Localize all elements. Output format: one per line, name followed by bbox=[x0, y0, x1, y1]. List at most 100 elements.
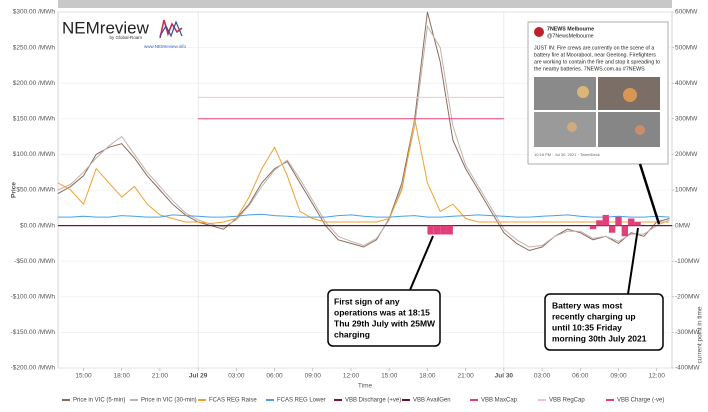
tweet-line: the nearby batteries. 7NEWS.com.au #7NEW… bbox=[534, 66, 645, 72]
x-tick-label: 15:00 bbox=[381, 373, 398, 380]
y-tick-label: $250.00 /MWh bbox=[13, 44, 56, 51]
y-tick-label: -$200.00 /MWh bbox=[11, 365, 56, 372]
y2-tick-label: -200MW bbox=[675, 294, 700, 301]
x-axis-label: Time bbox=[358, 383, 373, 390]
annotation-line: morning 30th July 2021 bbox=[552, 333, 647, 343]
x-tick-label: 03:00 bbox=[534, 373, 551, 380]
axes: $300.00 /MWh $250.00 /MWh $200.00 /MWh $150… bbox=[11, 9, 701, 380]
series-bar bbox=[615, 216, 622, 226]
logo-name: NEMreview bbox=[62, 18, 150, 37]
timeline-scroller[interactable] bbox=[58, 0, 672, 8]
y-tick-label: -$100.00 /MWh bbox=[11, 294, 56, 301]
annotation-line: Thu 29th July with 25MW bbox=[334, 318, 436, 328]
x-tick-label: 21:00 bbox=[152, 373, 169, 380]
x-tick-label: 18:00 bbox=[419, 373, 436, 380]
series-bar bbox=[589, 225, 597, 230]
x-tick-label: Jul 30 bbox=[495, 373, 514, 380]
logo-glyph bbox=[159, 19, 183, 39]
y-tick-label: -$50.00 /MWh bbox=[14, 258, 55, 265]
annotation-arrow bbox=[627, 227, 639, 295]
x-tick-label: 18:00 bbox=[114, 373, 131, 380]
tweet-photo bbox=[534, 112, 596, 147]
series-bar bbox=[427, 225, 434, 235]
tweet-photo bbox=[598, 112, 660, 147]
tweet-photo-fire bbox=[577, 86, 589, 98]
x-tick-label: 03:00 bbox=[228, 373, 245, 380]
y2-tick-label: 200MW bbox=[675, 151, 698, 158]
y2-tick-label: -300MW bbox=[675, 329, 700, 336]
y-tick-label: $100.00 /MWh bbox=[13, 151, 56, 158]
y2-tick-label: 0MW bbox=[675, 222, 691, 229]
annotation-box bbox=[544, 293, 664, 351]
annotation-1: First sign of any operations was at 18:1… bbox=[327, 235, 441, 347]
annotation-line: operations was at 18:15 bbox=[334, 307, 430, 317]
series-bar bbox=[628, 218, 635, 226]
annotation-line: First sign of any bbox=[334, 296, 400, 306]
series-line bbox=[57, 11, 670, 252]
annotation-box bbox=[327, 289, 441, 347]
y2-tick-label: 500MW bbox=[675, 44, 698, 51]
tweet-photo-fire bbox=[567, 122, 577, 132]
series-bar bbox=[446, 225, 453, 235]
legend-label: Price in VIC (30-min) bbox=[141, 398, 197, 404]
y-axis-label: Price bbox=[11, 182, 18, 198]
y2-tick-label: -400MW bbox=[675, 365, 700, 372]
logo-by: by Global-Roam bbox=[109, 35, 142, 40]
y2-tick-label: 100MW bbox=[675, 187, 698, 194]
annotation-arrow bbox=[409, 235, 434, 291]
logo-glyph bbox=[159, 20, 183, 38]
x-tick-label: 09:00 bbox=[610, 373, 627, 380]
y2-tick-label: 300MW bbox=[675, 116, 698, 123]
series-bar bbox=[596, 220, 603, 226]
annotation-line: until 10:35 Friday bbox=[552, 322, 622, 332]
tweet-avatar bbox=[534, 27, 544, 37]
legend: Price in VIC (5-min) Price in VIC (30-min… bbox=[62, 398, 664, 404]
x-tick-label: 12:00 bbox=[343, 373, 360, 380]
y-tick-label: $200.00 /MWh bbox=[13, 80, 56, 87]
legend-label: VBB AvailGen bbox=[413, 398, 451, 404]
x-tick-label: 06:00 bbox=[572, 373, 589, 380]
tweet-account: 7NEWS Melbourne bbox=[547, 26, 594, 32]
tweet-photo-fire bbox=[623, 88, 637, 102]
legend-label: VBB MaxCap bbox=[481, 398, 518, 404]
legend-label: VBB RegCap bbox=[549, 398, 585, 404]
y-tick-label: $0.00 /MWh bbox=[20, 222, 55, 229]
tweet: 7NEWS Melbourne @7NewsMelbourne JUST IN:… bbox=[527, 21, 669, 165]
legend-label: FCAS REG Raise bbox=[209, 398, 257, 404]
x-tick-label: Jul 29 bbox=[189, 373, 208, 380]
tweet-photo-fire bbox=[635, 125, 645, 135]
series-bar bbox=[440, 225, 447, 235]
x-tick-label: 12:00 bbox=[649, 373, 666, 380]
x-tick-label: 15:00 bbox=[75, 373, 92, 380]
legend-label: Price in VIC (5-min) bbox=[73, 398, 125, 404]
tweet-handle: @7NewsMelbourne bbox=[547, 33, 594, 39]
tweet-footer: 10:18 PM · Jul 30, 2021 · TweetDeck bbox=[534, 152, 600, 157]
marker-label: current point in time bbox=[697, 306, 704, 363]
x-tick-label: 06:00 bbox=[266, 373, 283, 380]
series-bar bbox=[621, 225, 629, 237]
y-tick-label: $300.00 /MWh bbox=[13, 9, 56, 16]
y-tick-label: $150.00 /MWh bbox=[13, 116, 56, 123]
logo-bg bbox=[60, 14, 180, 54]
legend-label: FCAS REG Lower bbox=[277, 398, 326, 404]
series-marks bbox=[57, 11, 672, 252]
series-line bbox=[58, 213, 670, 218]
x-tick-label: 21:00 bbox=[457, 373, 474, 380]
tweet-line: battery fire at Moorabool, near Geelong.… bbox=[534, 52, 656, 58]
series-bar bbox=[433, 225, 441, 235]
annotation-line: Battery was most bbox=[552, 300, 623, 310]
y-tick-label: $50.00 /MWh bbox=[16, 187, 55, 194]
series-bar bbox=[602, 214, 609, 226]
series-bar bbox=[634, 222, 641, 226]
annotation-line: charging bbox=[334, 329, 370, 339]
series-line bbox=[57, 118, 670, 225]
annotation-line: recently charging up bbox=[552, 311, 636, 321]
x-tick-label: 09:00 bbox=[305, 373, 322, 380]
logo-url: www.NEMreview.info bbox=[144, 44, 187, 49]
tweet-arrow bbox=[638, 163, 661, 225]
legend-label: VBB Charge (-ve) bbox=[617, 398, 664, 404]
y-tick-label: -$150.00 /MWh bbox=[11, 329, 56, 336]
tweet-line: JUST IN: Fire crews are currently on the… bbox=[534, 45, 654, 51]
legend-label: VBB Discharge (+ve) bbox=[345, 398, 401, 404]
